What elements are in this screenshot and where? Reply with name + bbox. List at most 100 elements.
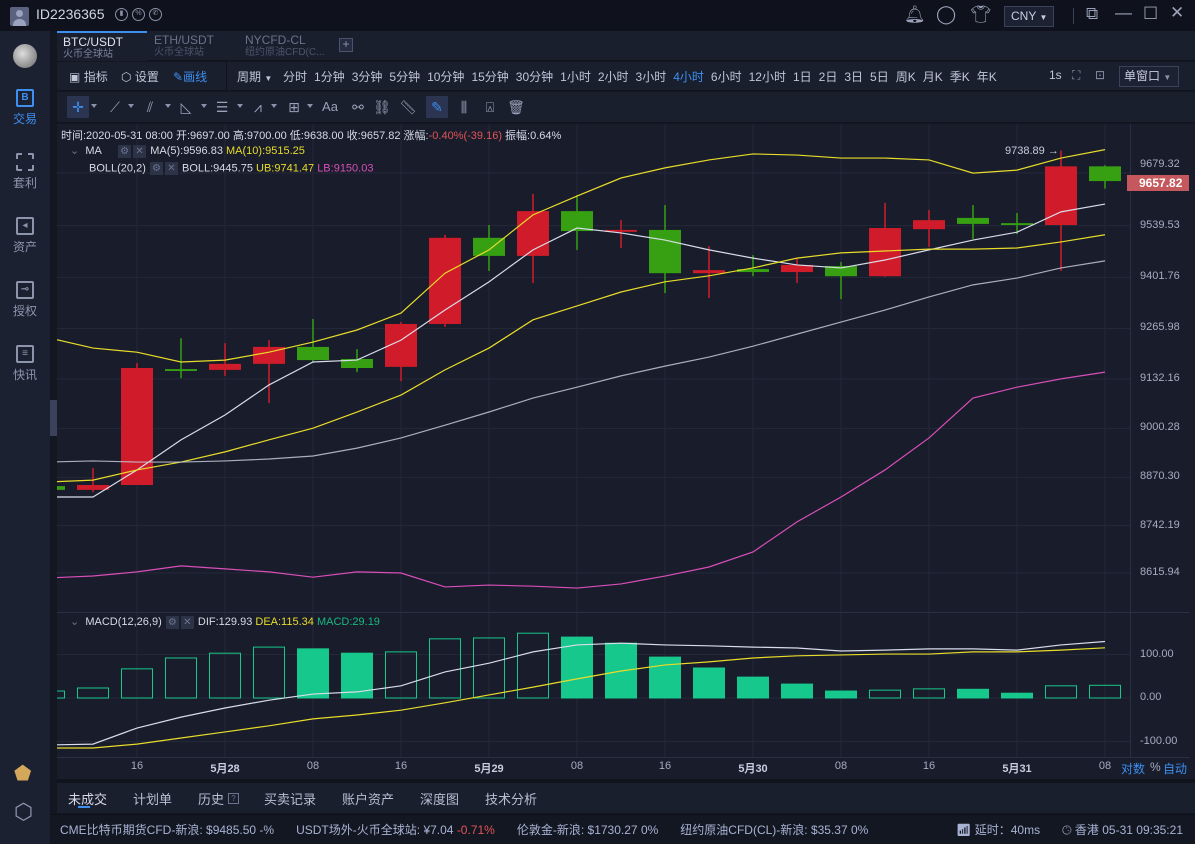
bottom-tab-0[interactable]: 未成交	[68, 792, 108, 807]
ruler-tool-icon[interactable]: 📏︎	[399, 99, 417, 115]
period-14[interactable]: 2日	[818, 70, 838, 84]
period-13[interactable]: 1日	[792, 70, 812, 84]
pane-divider[interactable]	[57, 612, 1190, 613]
tab-eth-usdt[interactable]: ETH/USDT 火币全球站	[148, 31, 220, 61]
magnet-tool-icon[interactable]: ⚯	[352, 99, 364, 115]
sidebar-item-arbitrage[interactable]: 套利	[0, 153, 50, 191]
scrollbar-track[interactable]	[57, 779, 1195, 783]
chevron-down-icon[interactable]	[91, 104, 97, 108]
candles-icon[interactable]: ⫼	[460, 99, 468, 115]
period-9[interactable]: 3小时	[635, 70, 667, 84]
log-scale-toggle[interactable]: 对数	[1121, 762, 1146, 776]
bottom-tab-2[interactable]: 历史	[198, 792, 225, 807]
period-17[interactable]: 周K	[895, 70, 916, 84]
chevron-down-icon[interactable]	[237, 104, 243, 108]
period-4[interactable]: 10分钟	[427, 70, 465, 84]
add-window-icon[interactable]: ⊡	[1095, 68, 1106, 82]
refresh-interval[interactable]: 1s	[1049, 68, 1062, 82]
wave-tool-icon[interactable]: ⩘	[254, 99, 262, 115]
period-16[interactable]: 5日	[870, 70, 889, 84]
rect-tool-icon[interactable]: ⊞	[288, 99, 300, 115]
lock-icon[interactable]: ⍓	[485, 99, 495, 115]
chevron-down-icon[interactable]	[307, 104, 313, 108]
period-15[interactable]: 3日	[844, 70, 864, 84]
period-1[interactable]: 1分钟	[314, 70, 345, 84]
window-mode-select[interactable]: 单窗口 ▼	[1119, 66, 1179, 87]
period-18[interactable]: 月K	[922, 70, 943, 84]
macd-chart[interactable]	[57, 612, 1130, 757]
shirt-icon[interactable]: 👕︎	[970, 5, 992, 24]
close-icon[interactable]: ✕	[133, 144, 147, 158]
period-20[interactable]: 年K	[976, 70, 997, 84]
indicator-button[interactable]: ▣ 指标	[69, 68, 108, 85]
settings-hexagon-icon[interactable]: ⬡	[14, 799, 34, 824]
currency-select[interactable]: CNY ▼	[1004, 6, 1054, 27]
period-6[interactable]: 30分钟	[515, 70, 554, 84]
period-11[interactable]: 6小时	[710, 70, 742, 84]
period-3[interactable]: 5分钟	[389, 70, 421, 84]
settings-button[interactable]: ⬡ 设置	[121, 68, 159, 85]
chevron-down-icon[interactable]	[271, 104, 277, 108]
period-8[interactable]: 2小时	[597, 70, 629, 84]
percent-scale-toggle[interactable]: %	[1150, 760, 1161, 774]
sidebar-item-assets[interactable]: ◂ 资产	[0, 217, 50, 255]
chevron-down-icon[interactable]	[165, 104, 171, 108]
sidebar-item-authorize[interactable]: ⊸ 授权	[0, 281, 50, 319]
minimize-icon[interactable]: —	[1115, 3, 1132, 22]
text-tool-icon[interactable]: Aa	[322, 99, 338, 114]
sidebar-item-trade[interactable]: B 交易	[0, 89, 50, 127]
candlestick-chart[interactable]	[57, 124, 1130, 612]
draw-mode-icon[interactable]: ✎	[426, 96, 448, 118]
tab-btc-usdt[interactable]: BTC/USDT 火币全球站	[57, 31, 147, 61]
ticker-oil[interactable]: 纽约原油CFD(CL)-新浪: $35.37 0%	[680, 821, 868, 838]
period-0[interactable]: 分时	[283, 70, 308, 84]
period-10[interactable]: 4小时	[673, 70, 704, 84]
tab-nycfd-cl[interactable]: NYCFD-CL 纽约原油CFD(C...	[239, 31, 330, 61]
sidebar-item-news[interactable]: ≡ 快讯	[0, 345, 50, 383]
maximize-icon[interactable]: ☐	[1143, 4, 1159, 23]
bell-icon[interactable]: 🔔︎	[904, 5, 926, 24]
ticker-usdt[interactable]: USDT场外-火币全球站: ¥7.04 -0.71%	[296, 821, 495, 838]
bottom-tab-3[interactable]: 买卖记录	[264, 792, 317, 807]
bottom-tab-5[interactable]: 深度图	[420, 792, 460, 807]
gear-icon[interactable]: ⚙	[118, 144, 132, 158]
angle-tool-icon[interactable]: ◺	[180, 99, 192, 115]
period-7[interactable]: 1小时	[560, 70, 591, 84]
bottom-tab-1[interactable]: 计划单	[133, 792, 173, 807]
collapse-chevron-icon[interactable]: ⌄	[70, 616, 80, 628]
auto-scale-toggle[interactable]: 自动	[1163, 762, 1188, 776]
draw-button[interactable]: ✎画线	[173, 68, 207, 85]
parallel-tool-icon[interactable]: ⫽	[146, 99, 154, 115]
bottom-tab-6[interactable]: 技术分析	[485, 792, 538, 807]
bottom-tab-4[interactable]: 账户资产	[342, 792, 395, 807]
close-icon[interactable]: ✕	[164, 162, 178, 175]
line-tool-icon[interactable]: ⟋	[110, 99, 120, 115]
search-icon[interactable]: ◯	[936, 4, 957, 24]
diamond-icon[interactable]: ⬟	[14, 763, 32, 785]
trash-icon[interactable]: 🗑︎	[507, 99, 525, 115]
period-19[interactable]: 季K	[949, 70, 970, 84]
add-tab-button[interactable]: +	[339, 38, 353, 52]
period-12[interactable]: 12小时	[748, 70, 786, 84]
period-dropdown[interactable]: 周期 ▼	[237, 68, 272, 85]
period-5[interactable]: 15分钟	[471, 70, 509, 84]
gear-icon[interactable]: ⚙	[149, 162, 163, 175]
ticker-cme[interactable]: CME比特币期货CFD-新浪: $9485.50 -%	[60, 821, 274, 838]
candle	[1045, 150, 1077, 271]
help-icon[interactable]: ?	[228, 793, 239, 804]
chevron-down-icon[interactable]	[128, 104, 134, 108]
ticker-gold[interactable]: 伦敦金-新浪: $1730.27 0%	[517, 821, 658, 838]
crosshair-tool-icon[interactable]: ✛	[67, 96, 89, 118]
close-icon[interactable]: ✕	[1170, 3, 1185, 22]
close-icon[interactable]: ✕	[180, 615, 194, 629]
chevron-down-icon[interactable]	[201, 104, 207, 108]
period-2[interactable]: 3分钟	[351, 70, 383, 84]
fullscreen-icon[interactable]: ⛶	[1072, 68, 1081, 82]
gear-icon[interactable]: ⚙	[165, 615, 179, 629]
sidebar-collapse-handle[interactable]	[50, 400, 57, 436]
avatar[interactable]	[10, 7, 29, 26]
fib-tool-icon[interactable]: ☰	[215, 99, 229, 115]
link-tool-icon[interactable]: ⛓	[373, 99, 391, 115]
collapse-chevron-icon[interactable]: ⌄	[70, 145, 80, 157]
restore-icon[interactable]: ⧉	[1086, 4, 1099, 23]
